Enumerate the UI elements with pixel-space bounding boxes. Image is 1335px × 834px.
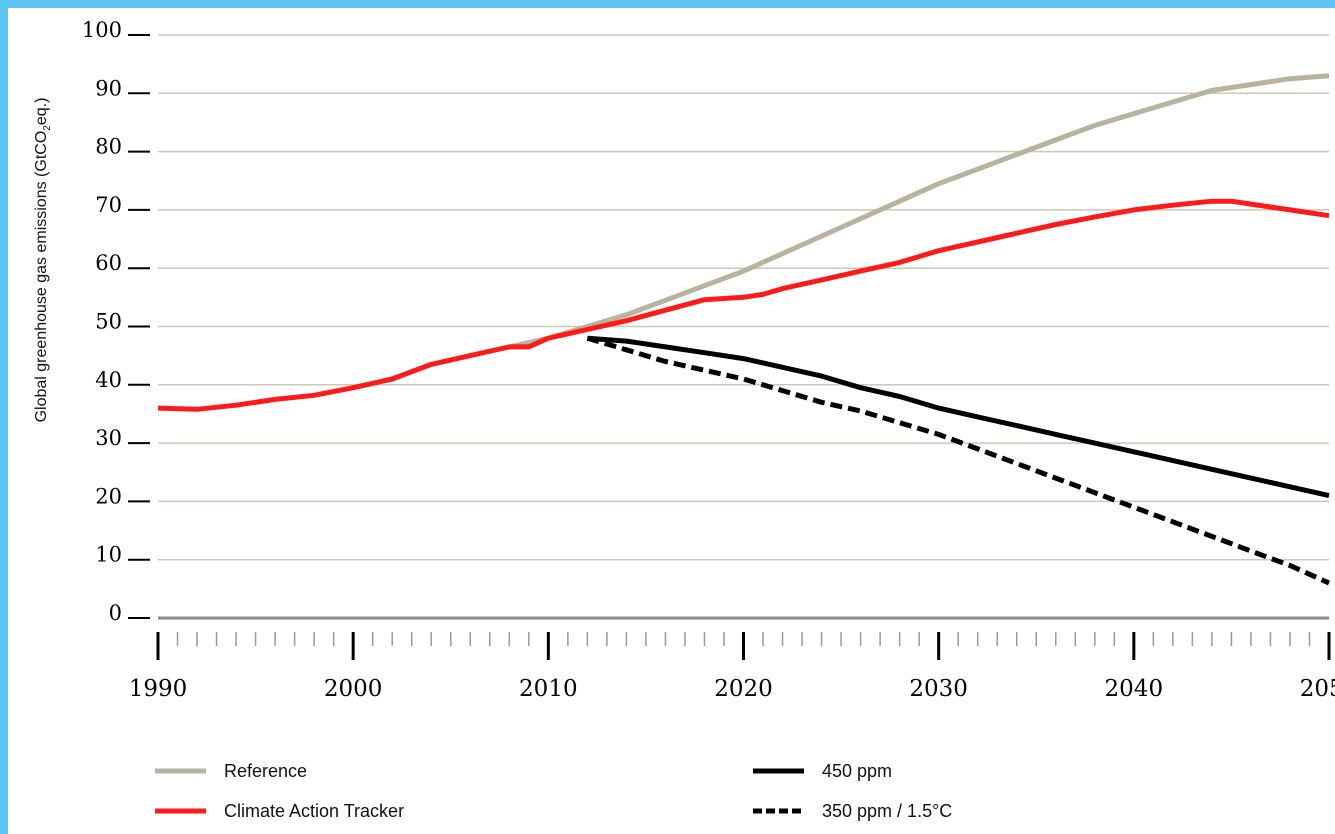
y-tick-label: 80 (95, 135, 122, 159)
y-axis-label-main: Global greenhouse gas emissions (GtCO (33, 131, 50, 423)
legend-item-reference: Reference (155, 761, 307, 781)
y-axis-label-unit: eq.) (33, 98, 50, 126)
y-tick-label: 20 (95, 484, 122, 508)
x-tick-label: 2000 (324, 676, 383, 702)
y-tick-label: 100 (82, 18, 122, 42)
legend-label-reference: Reference (224, 761, 307, 781)
x-tick-label: 2040 (1105, 676, 1164, 702)
y-axis-label: Global greenhouse gas emissions (GtCO2eq… (33, 98, 53, 423)
y-tick-label: 10 (95, 543, 122, 567)
legend-item-350-ppm: 350 ppm / 1.5°C (753, 801, 952, 821)
x-tick-label: 2050 (1300, 676, 1335, 702)
grid-layer (158, 34, 1329, 620)
legend-item-450-ppm: 450 ppm (753, 761, 892, 781)
y-tick-label: 0 (109, 601, 122, 625)
legend-label-350-ppm: 350 ppm / 1.5°C (822, 801, 952, 821)
x-tick-label: 1990 (129, 676, 188, 702)
y-tick-label: 50 (95, 310, 122, 334)
x-tick-label: 2020 (714, 676, 773, 702)
y-tick-label: 30 (95, 426, 122, 450)
x-tick-label: 2030 (909, 676, 968, 702)
y-axis: 0 10 20 30 40 50 60 70 80 90 100 (82, 18, 150, 625)
series-line-2 (587, 335, 1330, 499)
y-tick-label: 90 (95, 76, 122, 100)
y-tick-label: 70 (95, 193, 122, 217)
series-line-0 (508, 73, 1330, 350)
series-line-1 (157, 198, 1330, 412)
legend-label-climate-action-tracker: Climate Action Tracker (224, 801, 404, 821)
legend: Reference Climate Action Tracker 450 ppm… (155, 761, 952, 821)
y-tick-label: 60 (95, 251, 122, 275)
legend-label-450-ppm: 450 ppm (822, 761, 892, 781)
y-tick-label: 40 (95, 368, 122, 392)
chart-frame: 0 10 20 30 40 50 60 70 80 90 100 1990 2000 2010 2020 2… (8, 8, 1335, 834)
x-tick-label: 2010 (519, 676, 578, 702)
x-axis: 1990 2000 2010 2020 2030 2040 2050 (129, 632, 1335, 702)
y-axis-label-subscript: 2 (42, 125, 53, 131)
legend-item-climate-action-tracker: Climate Action Tracker (155, 801, 404, 821)
series-layer (157, 73, 1331, 586)
series-line-3 (586, 335, 1331, 586)
